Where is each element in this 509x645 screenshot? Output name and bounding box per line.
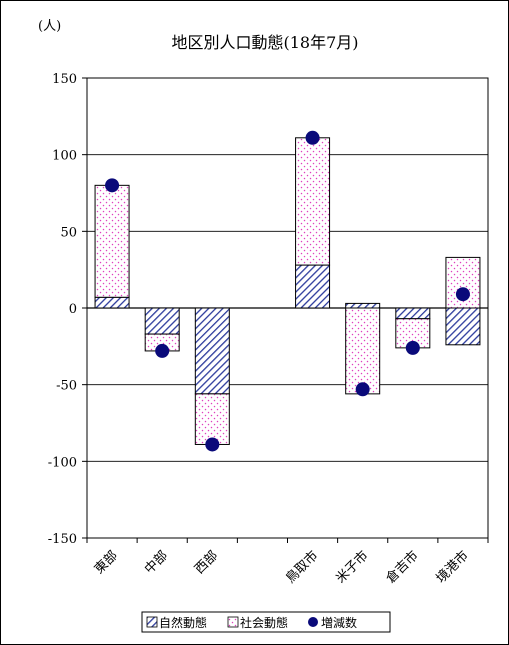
- y-tick-label: 0: [69, 302, 77, 317]
- point-change: [205, 437, 220, 452]
- x-tick-label: 西部: [192, 548, 221, 577]
- plot-area: 150 100 50 0 -50 -100 -150 東部 中部 西部 鳥取市 米子市 倉吉市 境港市: [48, 72, 489, 587]
- y-tick-label: 150: [52, 72, 77, 87]
- bar-natural: [445, 307, 481, 346]
- bar-natural: [194, 307, 230, 395]
- x-tick-label: 中部: [142, 548, 171, 577]
- x-tick-label: 境港市: [433, 548, 472, 587]
- point-change: [105, 178, 120, 193]
- legend-label-change: 増減数: [321, 615, 357, 630]
- y-tick-label: -150: [48, 532, 77, 547]
- bar-social: [295, 137, 331, 266]
- legend-label-natural: 自然動態: [159, 615, 207, 630]
- point-change: [455, 287, 470, 302]
- point-change: [405, 340, 420, 355]
- bar-natural: [345, 302, 381, 309]
- legend: 自然動態 社会動態 増減数: [141, 611, 391, 633]
- x-tick-label: 東部: [91, 548, 121, 578]
- bar-natural: [144, 307, 180, 335]
- y-tick-label: 100: [52, 149, 77, 164]
- x-tick-label: 米子市: [333, 548, 372, 587]
- legend-swatch-change: [308, 617, 318, 627]
- bar-natural: [295, 264, 331, 309]
- y-tick-label: -100: [48, 455, 77, 470]
- y-unit-label: (人): [38, 19, 61, 34]
- y-tick-label: -50: [56, 379, 77, 394]
- y-tick-label: 50: [60, 225, 77, 240]
- legend-box: [141, 611, 391, 633]
- bar-social: [345, 307, 381, 395]
- chart-title: 地区別人口動態(18年7月): [171, 33, 358, 52]
- point-change: [305, 130, 320, 145]
- bar-natural: [395, 307, 431, 320]
- x-tick-label: 鳥取市: [282, 548, 321, 587]
- x-tick-label: 倉吉市: [383, 548, 422, 587]
- legend-swatch-natural: [146, 616, 158, 628]
- legend-swatch-social: [227, 616, 239, 628]
- bar-social: [94, 184, 130, 298]
- point-change: [155, 343, 170, 358]
- legend-label-social: 社会動態: [240, 615, 288, 630]
- bar-natural: [94, 296, 130, 309]
- point-change: [355, 382, 370, 397]
- bar-social: [194, 393, 230, 445]
